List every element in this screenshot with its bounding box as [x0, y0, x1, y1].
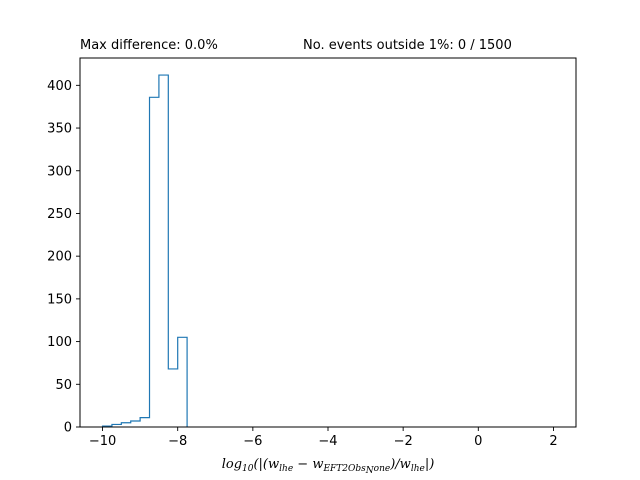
- x-tick-label: −8: [168, 434, 187, 449]
- chart-title-left: Max difference: 0.0%: [80, 38, 218, 53]
- y-tick-label: 0: [64, 421, 72, 436]
- x-axis-label: log10(|(wlhe − wEFT2ObsNone)/wlhe|): [222, 457, 435, 476]
- y-tick-label: 100: [47, 335, 72, 350]
- y-tick-label: 200: [47, 250, 72, 265]
- chart-title-right: No. events outside 1%: 0 / 1500: [303, 38, 512, 53]
- y-tick-label: 300: [47, 164, 72, 179]
- y-tick-label: 50: [55, 378, 72, 393]
- y-tick-label: 350: [47, 122, 72, 137]
- x-tick-label: −10: [89, 434, 116, 449]
- x-tick-label: −6: [243, 434, 262, 449]
- y-axis-ticks: 0 50 100 150 200 250 300 350 400: [47, 79, 80, 436]
- x-tick-label: 2: [549, 434, 557, 449]
- x-tick-label: −2: [394, 434, 413, 449]
- x-tick-label: 0: [474, 434, 482, 449]
- y-tick-label: 150: [47, 292, 72, 307]
- x-tick-label: −4: [318, 434, 337, 449]
- histogram-step-line: [101, 74, 188, 427]
- y-tick-label: 250: [47, 207, 72, 222]
- axes-frame: [79, 57, 577, 428]
- x-axis-ticks: −10 −8 −6 −4 −2 0 2: [89, 427, 558, 449]
- y-tick-label: 400: [47, 79, 72, 94]
